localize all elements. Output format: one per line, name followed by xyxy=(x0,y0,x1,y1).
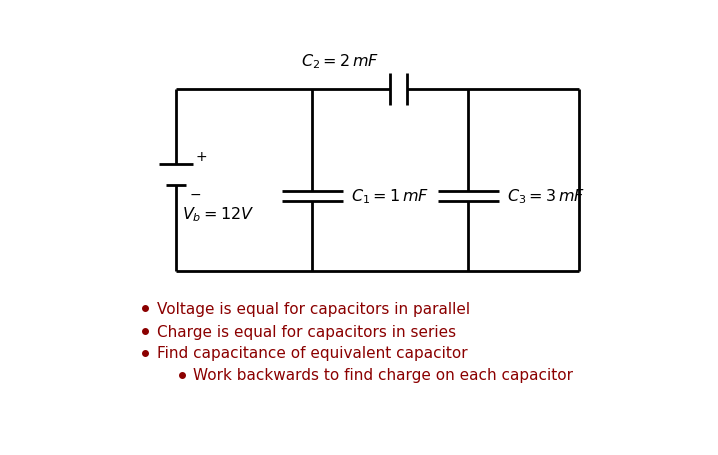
Text: Find capacitance of equivalent capacitor: Find capacitance of equivalent capacitor xyxy=(157,346,467,360)
Text: Charge is equal for capacitors in series: Charge is equal for capacitors in series xyxy=(157,324,456,339)
Text: $C_1 = 1\,mF$: $C_1 = 1\,mF$ xyxy=(351,187,429,206)
Text: $C_3 = 3\,mF$: $C_3 = 3\,mF$ xyxy=(507,187,585,206)
Text: Work backwards to find charge on each capacitor: Work backwards to find charge on each ca… xyxy=(192,367,573,382)
Text: $C_2 = 2\,mF$: $C_2 = 2\,mF$ xyxy=(302,52,379,71)
Text: Voltage is equal for capacitors in parallel: Voltage is equal for capacitors in paral… xyxy=(157,301,470,316)
Text: $V_b = 12V$: $V_b = 12V$ xyxy=(182,205,254,224)
Text: +: + xyxy=(195,149,207,163)
Text: $-$: $-$ xyxy=(189,187,201,201)
